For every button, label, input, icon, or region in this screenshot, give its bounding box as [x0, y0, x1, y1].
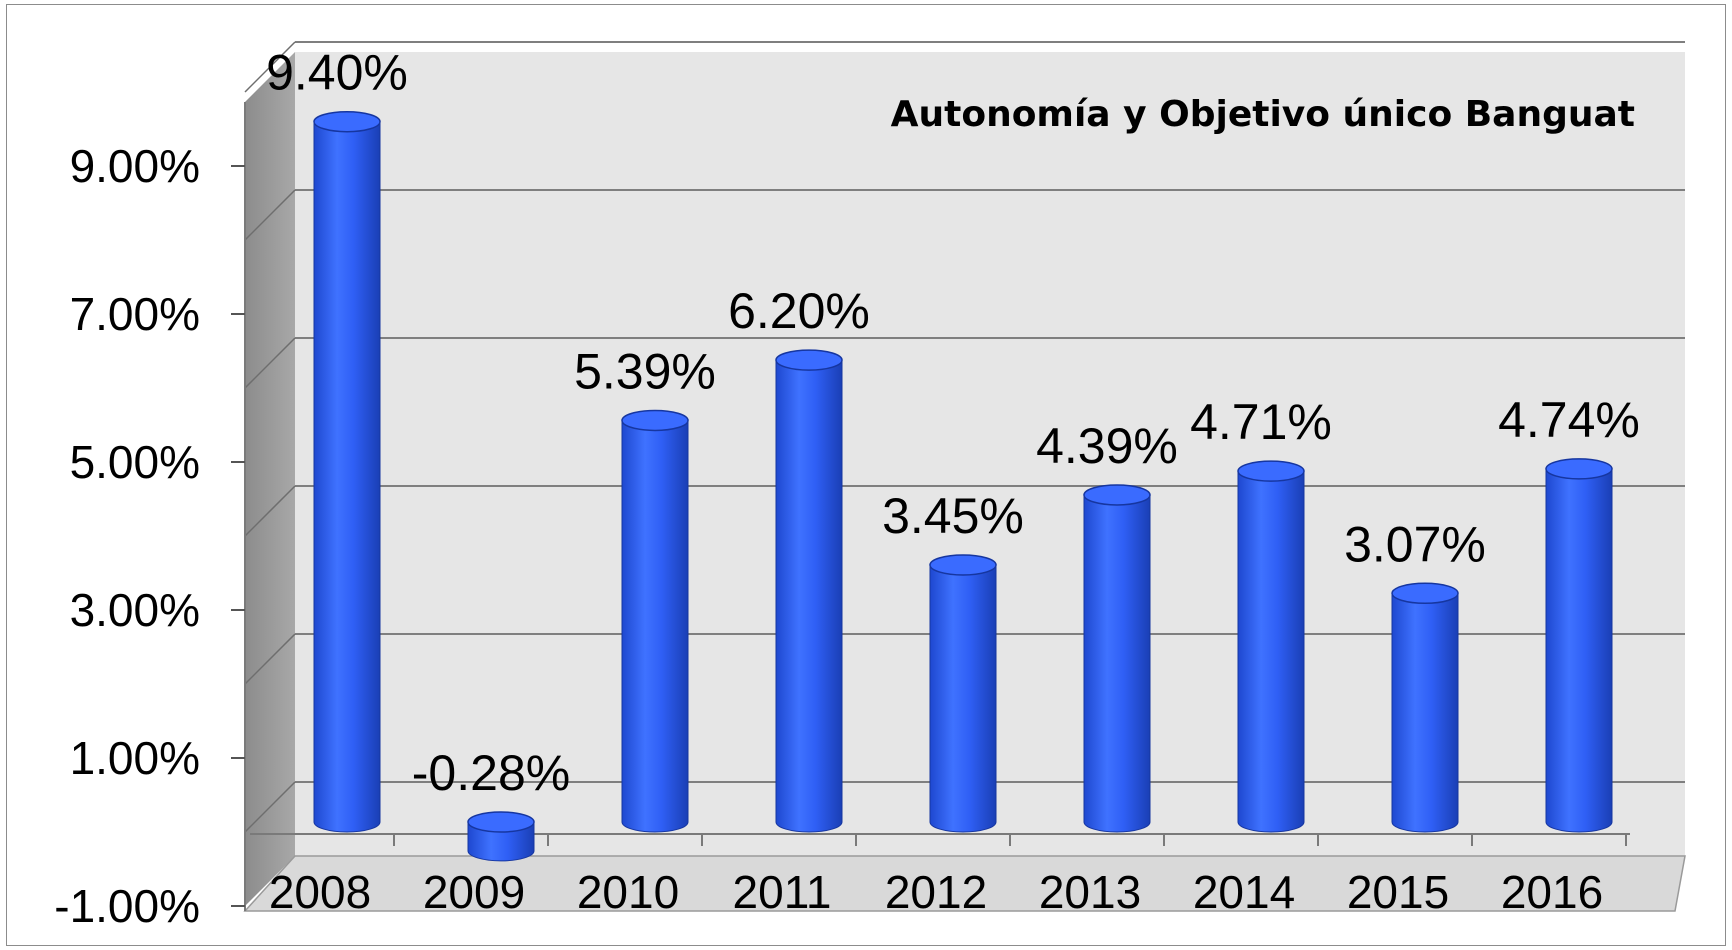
bar-top — [313, 110, 381, 133]
data-label: 9.40% — [266, 45, 408, 101]
bar-top — [1391, 582, 1459, 605]
x-tick-label: 2013 — [1039, 866, 1141, 918]
bar — [775, 349, 843, 833]
bar-top — [775, 349, 843, 371]
data-label: 5.39% — [574, 343, 716, 399]
x-tick-label: 2012 — [885, 866, 987, 918]
bar — [1237, 460, 1305, 833]
bar-body — [621, 419, 689, 833]
data-label: 4.74% — [1498, 392, 1640, 448]
x-tick-label: 2009 — [423, 866, 525, 918]
data-label: 3.45% — [882, 488, 1024, 544]
y-tick-label: 9.00% — [70, 140, 200, 192]
bar-top — [467, 811, 535, 833]
bar — [929, 554, 997, 833]
x-tick-label: 2014 — [1193, 866, 1295, 918]
y-tick-label: -1.00% — [54, 880, 200, 932]
bars — [313, 110, 1613, 862]
bar-body — [1545, 468, 1613, 833]
bar-body — [929, 564, 997, 833]
bar-body — [1391, 592, 1459, 833]
data-label: 4.39% — [1036, 418, 1178, 474]
x-tick-label: 2010 — [577, 866, 679, 918]
gridline-side — [244, 485, 296, 537]
bar-top — [1545, 458, 1613, 480]
bar-body — [1237, 470, 1305, 833]
bar-body — [775, 359, 843, 833]
bar — [1391, 582, 1459, 833]
bar-top — [621, 409, 689, 432]
data-labels: 9.40% -0.28% 5.39%6.20% 3.45%4.39% 4.71% 3.07… — [266, 45, 1640, 801]
x-tick-label: 2011 — [733, 866, 832, 918]
gridline-side — [244, 633, 296, 685]
gridline-side — [244, 41, 296, 93]
bar-top — [1083, 484, 1151, 506]
bar — [1083, 484, 1151, 833]
data-label: -0.28% — [412, 745, 570, 801]
bar-body — [1083, 494, 1151, 833]
data-label: 4.71% — [1190, 394, 1332, 450]
bar — [621, 409, 689, 833]
data-label: 6.20% — [728, 283, 870, 339]
gridline-side — [244, 337, 296, 389]
gridline-side — [244, 189, 296, 241]
floor — [243, 855, 1686, 912]
bar-body — [313, 121, 381, 833]
bar-top — [929, 554, 997, 576]
bar — [313, 110, 381, 833]
gridline-side — [244, 781, 296, 833]
bar — [1545, 458, 1613, 833]
bar — [467, 811, 535, 862]
y-tick-label: 5.00% — [70, 436, 200, 488]
bar-top — [1237, 460, 1305, 482]
y-tick-label: 1.00% — [70, 732, 200, 784]
axes: -1.00% 1.00% 3.00% 5.00% 7.00% 9.00% 2008 2009 2… — [54, 102, 1630, 932]
side-wall — [245, 52, 295, 906]
chart-title: Autonomía y Objetivo único Banguat — [891, 94, 1635, 135]
y-tick-label: 7.00% — [70, 288, 200, 340]
x-tick-label: 2008 — [269, 866, 371, 918]
data-label: 3.07% — [1344, 516, 1486, 572]
x-tick-label: 2015 — [1347, 866, 1449, 918]
bar-body — [467, 821, 535, 862]
x-tick-label: 2016 — [1501, 866, 1603, 918]
y-tick-label: 3.00% — [70, 584, 200, 636]
